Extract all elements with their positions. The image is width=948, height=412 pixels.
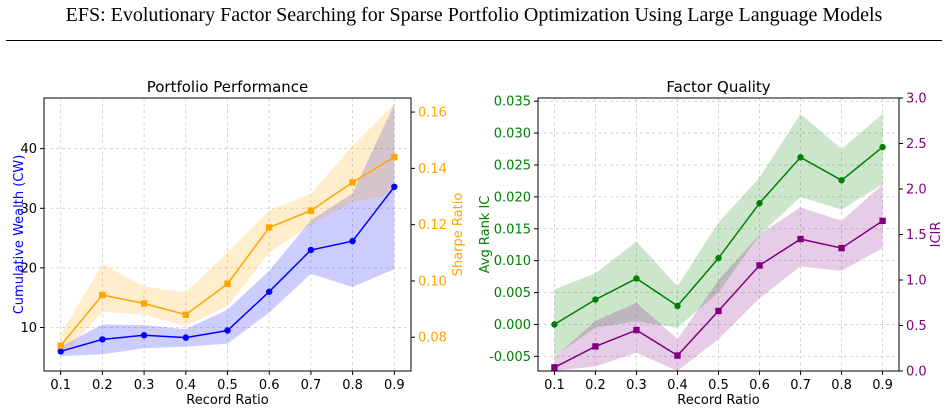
data-point-series-2 xyxy=(756,262,763,269)
x-tick-label: 0.2 xyxy=(92,378,113,393)
data-point-series-1 xyxy=(140,332,148,339)
data-point-series-2 xyxy=(391,153,398,161)
data-point-series-1 xyxy=(633,275,640,282)
x-tick-label: 0.9 xyxy=(872,378,893,393)
confidence-band-series-1 xyxy=(554,113,883,357)
data-point-series-1 xyxy=(879,143,886,151)
y-left-tick-label: 10 xyxy=(20,321,37,336)
data-point-series-2 xyxy=(140,300,148,307)
data-point-series-1 xyxy=(307,246,315,254)
x-tick-label: 0.6 xyxy=(259,378,280,393)
y-left-tick-label: 20 xyxy=(20,261,37,276)
chart-title: Factor Quality xyxy=(666,78,770,96)
data-point-series-2 xyxy=(349,179,356,186)
data-point-series-2 xyxy=(715,307,722,315)
data-point-series-2 xyxy=(838,244,845,252)
data-point-series-1 xyxy=(715,254,722,262)
x-tick-label: 0.2 xyxy=(585,378,606,393)
confidence-band-series-2 xyxy=(554,184,883,371)
y-left-tick-label: 0.020 xyxy=(494,190,531,205)
x-tick-label: 0.3 xyxy=(626,378,647,393)
x-tick-label: 0.7 xyxy=(301,378,322,393)
y-left-tick-label: 0.000 xyxy=(494,318,531,333)
data-point-series-2 xyxy=(99,291,106,299)
y-right-tick-label: 2.5 xyxy=(906,137,927,152)
data-point-series-2 xyxy=(551,364,558,371)
y-right-tick-label: 0.08 xyxy=(418,331,447,346)
x-tick-label: 0.5 xyxy=(708,378,729,393)
data-point-series-1 xyxy=(551,321,558,328)
confidence-band-series-1 xyxy=(60,104,395,357)
data-point-series-1 xyxy=(266,288,273,295)
data-point-series-1 xyxy=(838,177,845,184)
y-left-tick-label: 0.035 xyxy=(494,95,531,110)
page-header-title: EFS: Evolutionary Factor Searching for S… xyxy=(65,4,883,26)
y-right-tick-label: 0.0 xyxy=(906,365,927,380)
y-right-tick-label: 2.0 xyxy=(906,183,927,198)
chart-title: Portfolio Performance xyxy=(147,78,309,96)
x-tick-label: 0.3 xyxy=(134,378,155,393)
y-left-tick-label: 30 xyxy=(20,202,37,217)
data-point-series-2 xyxy=(674,352,681,359)
y-left-tick-label: 0.010 xyxy=(494,254,531,269)
data-point-series-2 xyxy=(182,311,189,318)
y-left-axis-label: Avg Rank IC xyxy=(478,196,493,274)
data-point-series-2 xyxy=(224,280,231,287)
data-point-series-2 xyxy=(307,207,315,214)
x-tick-label: 0.6 xyxy=(749,378,770,393)
y-left-tick-label: 0.005 xyxy=(494,286,531,301)
y-right-tick-label: 3.0 xyxy=(906,92,927,107)
y-right-axis-label: ICIR xyxy=(929,222,944,248)
x-tick-label: 0.8 xyxy=(831,378,852,393)
grid-lines xyxy=(44,98,411,371)
factor-quality-chart: 0.1 0.2 0.3 0.4 0.5 0.6 0.7 0.8 0.9 0.035 0.030 0.0… xyxy=(478,78,944,408)
x-tick-label: 0.1 xyxy=(544,378,565,393)
y-right-tick-label: 0.12 xyxy=(418,218,447,233)
data-point-series-2 xyxy=(879,217,886,225)
y-right-tick-label: 1.5 xyxy=(906,228,927,243)
y-left-tick-label: 0.030 xyxy=(494,127,531,142)
x-axis-label: Record Ratio xyxy=(186,393,268,408)
y-left-tick-label: 40 xyxy=(20,142,37,157)
x-tick-label: 0.5 xyxy=(217,378,238,393)
data-point-series-2 xyxy=(266,224,273,231)
data-point-series-1 xyxy=(391,183,398,191)
data-point-series-1 xyxy=(797,154,804,161)
y-left-tick-label: -0.005 xyxy=(489,350,531,365)
x-tick-label: 0.4 xyxy=(175,378,196,393)
data-point-series-1 xyxy=(674,302,681,310)
y-right-tick-label: 0.16 xyxy=(418,106,447,121)
data-point-series-2 xyxy=(633,326,640,334)
data-point-series-1 xyxy=(182,334,189,341)
data-point-series-1 xyxy=(349,237,356,245)
data-point-series-2 xyxy=(592,343,599,350)
y-left-axis-label: Cumulative Wealth (CW) xyxy=(12,155,27,315)
data-point-series-2 xyxy=(797,235,804,243)
y-left-tick-label: 0.015 xyxy=(494,222,531,237)
header-divider xyxy=(6,40,942,41)
data-point-series-1 xyxy=(57,348,64,355)
data-point-series-1 xyxy=(592,296,599,303)
y-left-tick-label: 0.025 xyxy=(494,158,531,173)
x-tick-label: 0.1 xyxy=(50,378,71,393)
x-tick-label: 0.4 xyxy=(667,378,688,393)
x-axis-label: Record Ratio xyxy=(677,393,759,408)
portfolio-performance-chart: 0.1 0.2 0.3 0.4 0.5 0.6 0.7 0.8 0.9 10 20 30 40 0.08 0… xyxy=(12,78,466,408)
x-tick-label: 0.7 xyxy=(790,378,811,393)
y-right-tick-label: 0.5 xyxy=(906,319,927,334)
x-tick-label: 0.8 xyxy=(342,378,363,393)
y-right-tick-label: 1.0 xyxy=(906,274,927,289)
data-point-series-1 xyxy=(224,327,231,334)
y-right-tick-label: 0.14 xyxy=(418,162,447,177)
grid-lines xyxy=(538,98,899,371)
data-point-series-1 xyxy=(99,336,106,343)
y-right-tick-label: 0.10 xyxy=(418,274,447,289)
data-point-series-2 xyxy=(57,342,64,349)
y-right-axis-label: Sharpe Ratio xyxy=(451,193,466,277)
x-tick-label: 0.9 xyxy=(384,378,405,393)
data-point-series-1 xyxy=(756,200,763,207)
confidence-band-series-2 xyxy=(60,103,395,357)
